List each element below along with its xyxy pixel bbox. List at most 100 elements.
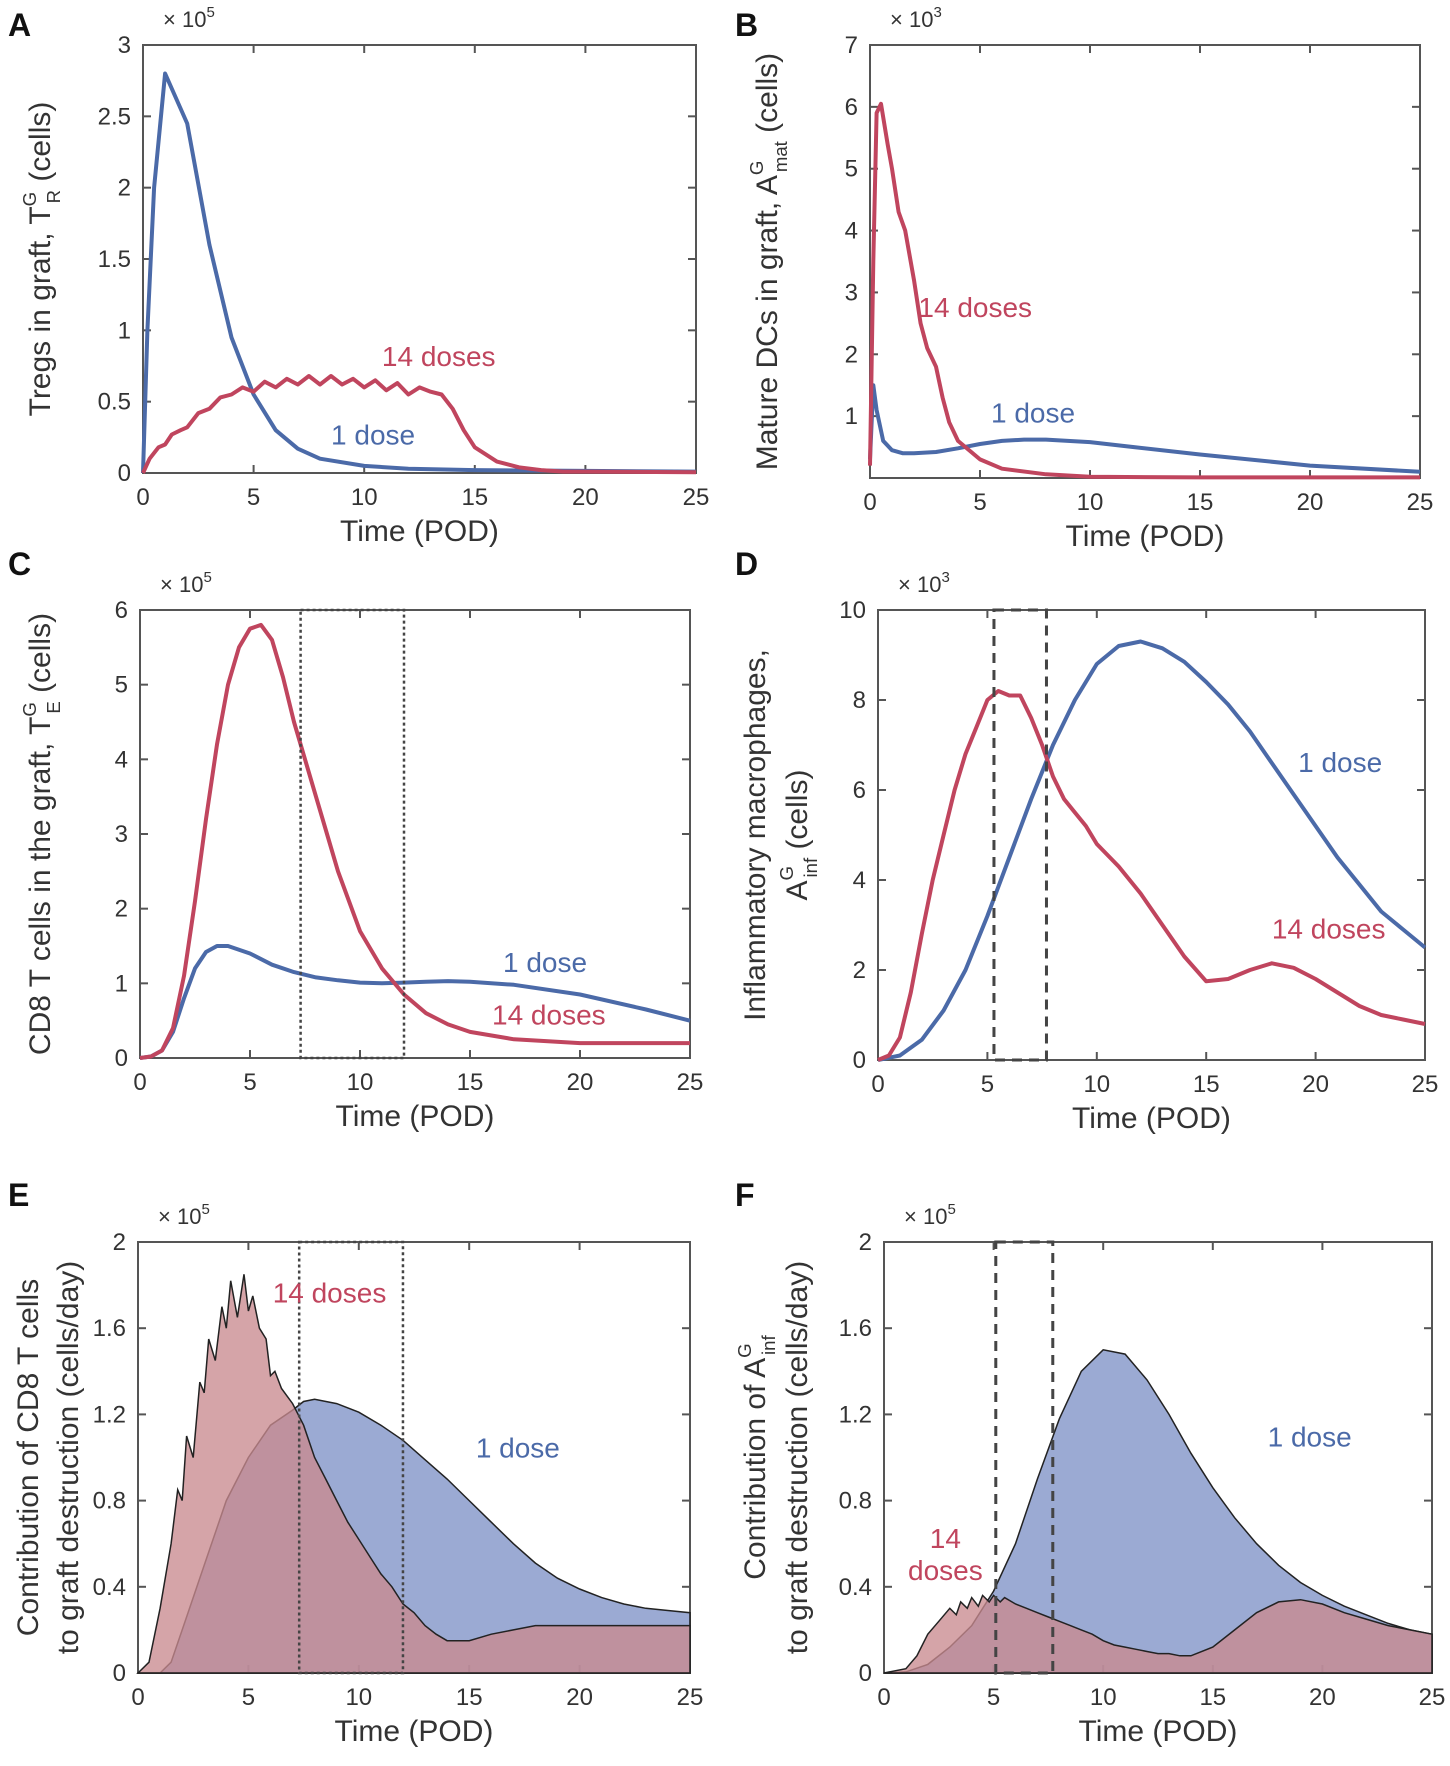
y-tick-label: 4 — [115, 746, 128, 773]
label-14-doses: 14 doses — [273, 1277, 387, 1308]
axis-multiplier: × 105 — [158, 1201, 210, 1229]
x-tick-label: 5 — [987, 1684, 1000, 1711]
y-axis-label-line2: to graft destruction (cells/day) — [52, 1261, 85, 1655]
line-1-dose — [877, 639, 1427, 1062]
highlight-window — [994, 1240, 1055, 1675]
x-tick-label: 20 — [1302, 1071, 1329, 1098]
x-tick-label: 20 — [572, 484, 599, 511]
panel-d: D × 103 0 5 10 15 20 25 0 2 4 6 8 10 Time (POD) 1 dose 1… — [735, 546, 1438, 1135]
y-tick-label: 1 — [118, 317, 131, 344]
x-tick-label: 15 — [1193, 1071, 1220, 1098]
x-tick-label: 10 — [351, 484, 378, 511]
y-axis-label: Mature DCs in graft, AG mat (cells) — [746, 53, 791, 470]
y-axis-label-line1: Contribution of CD8 T cells — [12, 1279, 45, 1636]
y-tick-label: 1.6 — [839, 1315, 872, 1342]
panel-letter-b: B — [735, 7, 758, 43]
y-tick-label: 3 — [845, 279, 858, 306]
x-tick-label: 5 — [973, 489, 986, 516]
axis-multiplier: × 103 — [890, 4, 942, 32]
panel-letter-f: F — [735, 1177, 755, 1213]
x-tick-label: 15 — [456, 1684, 483, 1711]
x-tick-label: 5 — [247, 484, 260, 511]
x-tick-label: 25 — [677, 1069, 704, 1096]
axes-box — [139, 609, 691, 1059]
y-axis-label-line2: AG inf (cells) — [776, 770, 821, 901]
x-tick-label: 10 — [347, 1069, 374, 1096]
y-axis-label-line1: Contribution of AG inf — [734, 1334, 779, 1579]
label-1-dose: 1 dose — [1298, 747, 1382, 778]
panel-e: E × 105 0 5 10 15 20 25 0 0.4 0.8 1.2 1.6 2 Time (POD)… — [8, 1177, 703, 1748]
y-tick-label: 8 — [853, 687, 866, 714]
y-tick-label: 0 — [118, 460, 131, 487]
y-tick-label: 2 — [853, 957, 866, 984]
y-tick-label: 1 — [845, 403, 858, 430]
x-tick-label: 0 — [136, 484, 149, 511]
highlight-window — [992, 608, 1048, 1062]
axis-multiplier: × 105 — [904, 1201, 956, 1229]
y-tick-label: 0.4 — [839, 1574, 872, 1601]
y-tick-label: 6 — [845, 94, 858, 121]
panel-letter-c: C — [8, 546, 31, 582]
area-14-doses — [883, 1594, 1433, 1674]
x-tick-label: 0 — [863, 489, 876, 516]
y-tick-label: 1.2 — [839, 1401, 872, 1428]
x-tick-label: 20 — [1309, 1684, 1336, 1711]
y-tick-label: 0.4 — [93, 1574, 126, 1601]
line-1-dose — [141, 71, 697, 474]
y-tick-label: 3 — [118, 32, 131, 59]
axes-box — [869, 44, 1421, 479]
line-14-doses — [868, 101, 1420, 480]
label-14-doses-line1: 14 — [930, 1523, 961, 1554]
x-tick-label: 20 — [566, 1684, 593, 1711]
label-1-dose: 1 dose — [331, 419, 415, 450]
y-tick-label: 7 — [845, 32, 858, 59]
line-1-dose — [868, 383, 1421, 474]
x-tick-label: 10 — [1090, 1684, 1117, 1711]
y-tick-label: 1.5 — [98, 246, 131, 273]
panel-letter-a: A — [8, 7, 31, 43]
x-tick-label: 15 — [457, 1069, 484, 1096]
y-tick-label: 5 — [845, 156, 858, 183]
x-tick-label: 5 — [981, 1071, 994, 1098]
x-tick-label: 5 — [242, 1684, 255, 1711]
y-tick-label: 0 — [859, 1660, 872, 1687]
axis-multiplier: × 105 — [163, 4, 215, 32]
y-tick-label: 2 — [115, 896, 128, 923]
x-tick-label: 25 — [683, 484, 710, 511]
panel-c: C × 105 0 5 10 15 20 25 0 1 2 3 4 5 6 Time (POD) 1 dose 1… — [8, 546, 703, 1133]
x-tick-label: 5 — [243, 1069, 256, 1096]
y-tick-label: 0.8 — [839, 1488, 872, 1515]
line-14-doses — [141, 374, 697, 475]
line-14-doses — [139, 622, 690, 1060]
axis-multiplier: × 103 — [898, 569, 950, 597]
y-axis-label: Tregs in graft, TG R (cells) — [19, 102, 64, 417]
label-1-dose: 1 dose — [991, 397, 1075, 428]
y-tick-label: 0 — [853, 1047, 866, 1074]
y-tick-label: 4 — [853, 867, 866, 894]
line-1-dose — [139, 944, 691, 1060]
x-axis-label: Time (POD) — [336, 1100, 495, 1133]
label-14-doses: 14 doses — [492, 999, 606, 1030]
y-tick-label: 0 — [113, 1660, 126, 1687]
y-axis-label-line2: to graft destruction (cells/day) — [781, 1261, 814, 1655]
panel-letter-d: D — [735, 546, 758, 582]
label-14-doses: 14 doses — [918, 292, 1032, 323]
panel-b: B × 103 0 5 10 15 20 25 1 2 3 4 5 6 7 Time (POD) 1 dose 1… — [735, 4, 1433, 553]
label-14-doses: 14 doses — [382, 341, 496, 372]
y-tick-label: 10 — [839, 597, 866, 624]
x-tick-label: 15 — [461, 484, 488, 511]
panel-a: A × 105 0 5 10 15 20 25 0 0.5 1 1.5 2 2.5 3 Time (POD) 1… — [8, 4, 709, 548]
axes-box — [877, 609, 1426, 1061]
x-axis-label: Time (POD) — [335, 1715, 494, 1748]
x-tick-label: 0 — [131, 1684, 144, 1711]
x-tick-label: 10 — [345, 1684, 372, 1711]
x-tick-label: 0 — [133, 1069, 146, 1096]
x-tick-label: 10 — [1077, 489, 1104, 516]
y-tick-label: 0.5 — [98, 389, 131, 416]
label-1-dose: 1 dose — [503, 947, 587, 978]
y-axis-label: CD8 T cells in the graft, TG E (cells) — [19, 613, 64, 1055]
x-axis-label: Time (POD) — [1066, 520, 1225, 553]
x-tick-label: 25 — [677, 1684, 704, 1711]
x-tick-label: 20 — [1297, 489, 1324, 516]
